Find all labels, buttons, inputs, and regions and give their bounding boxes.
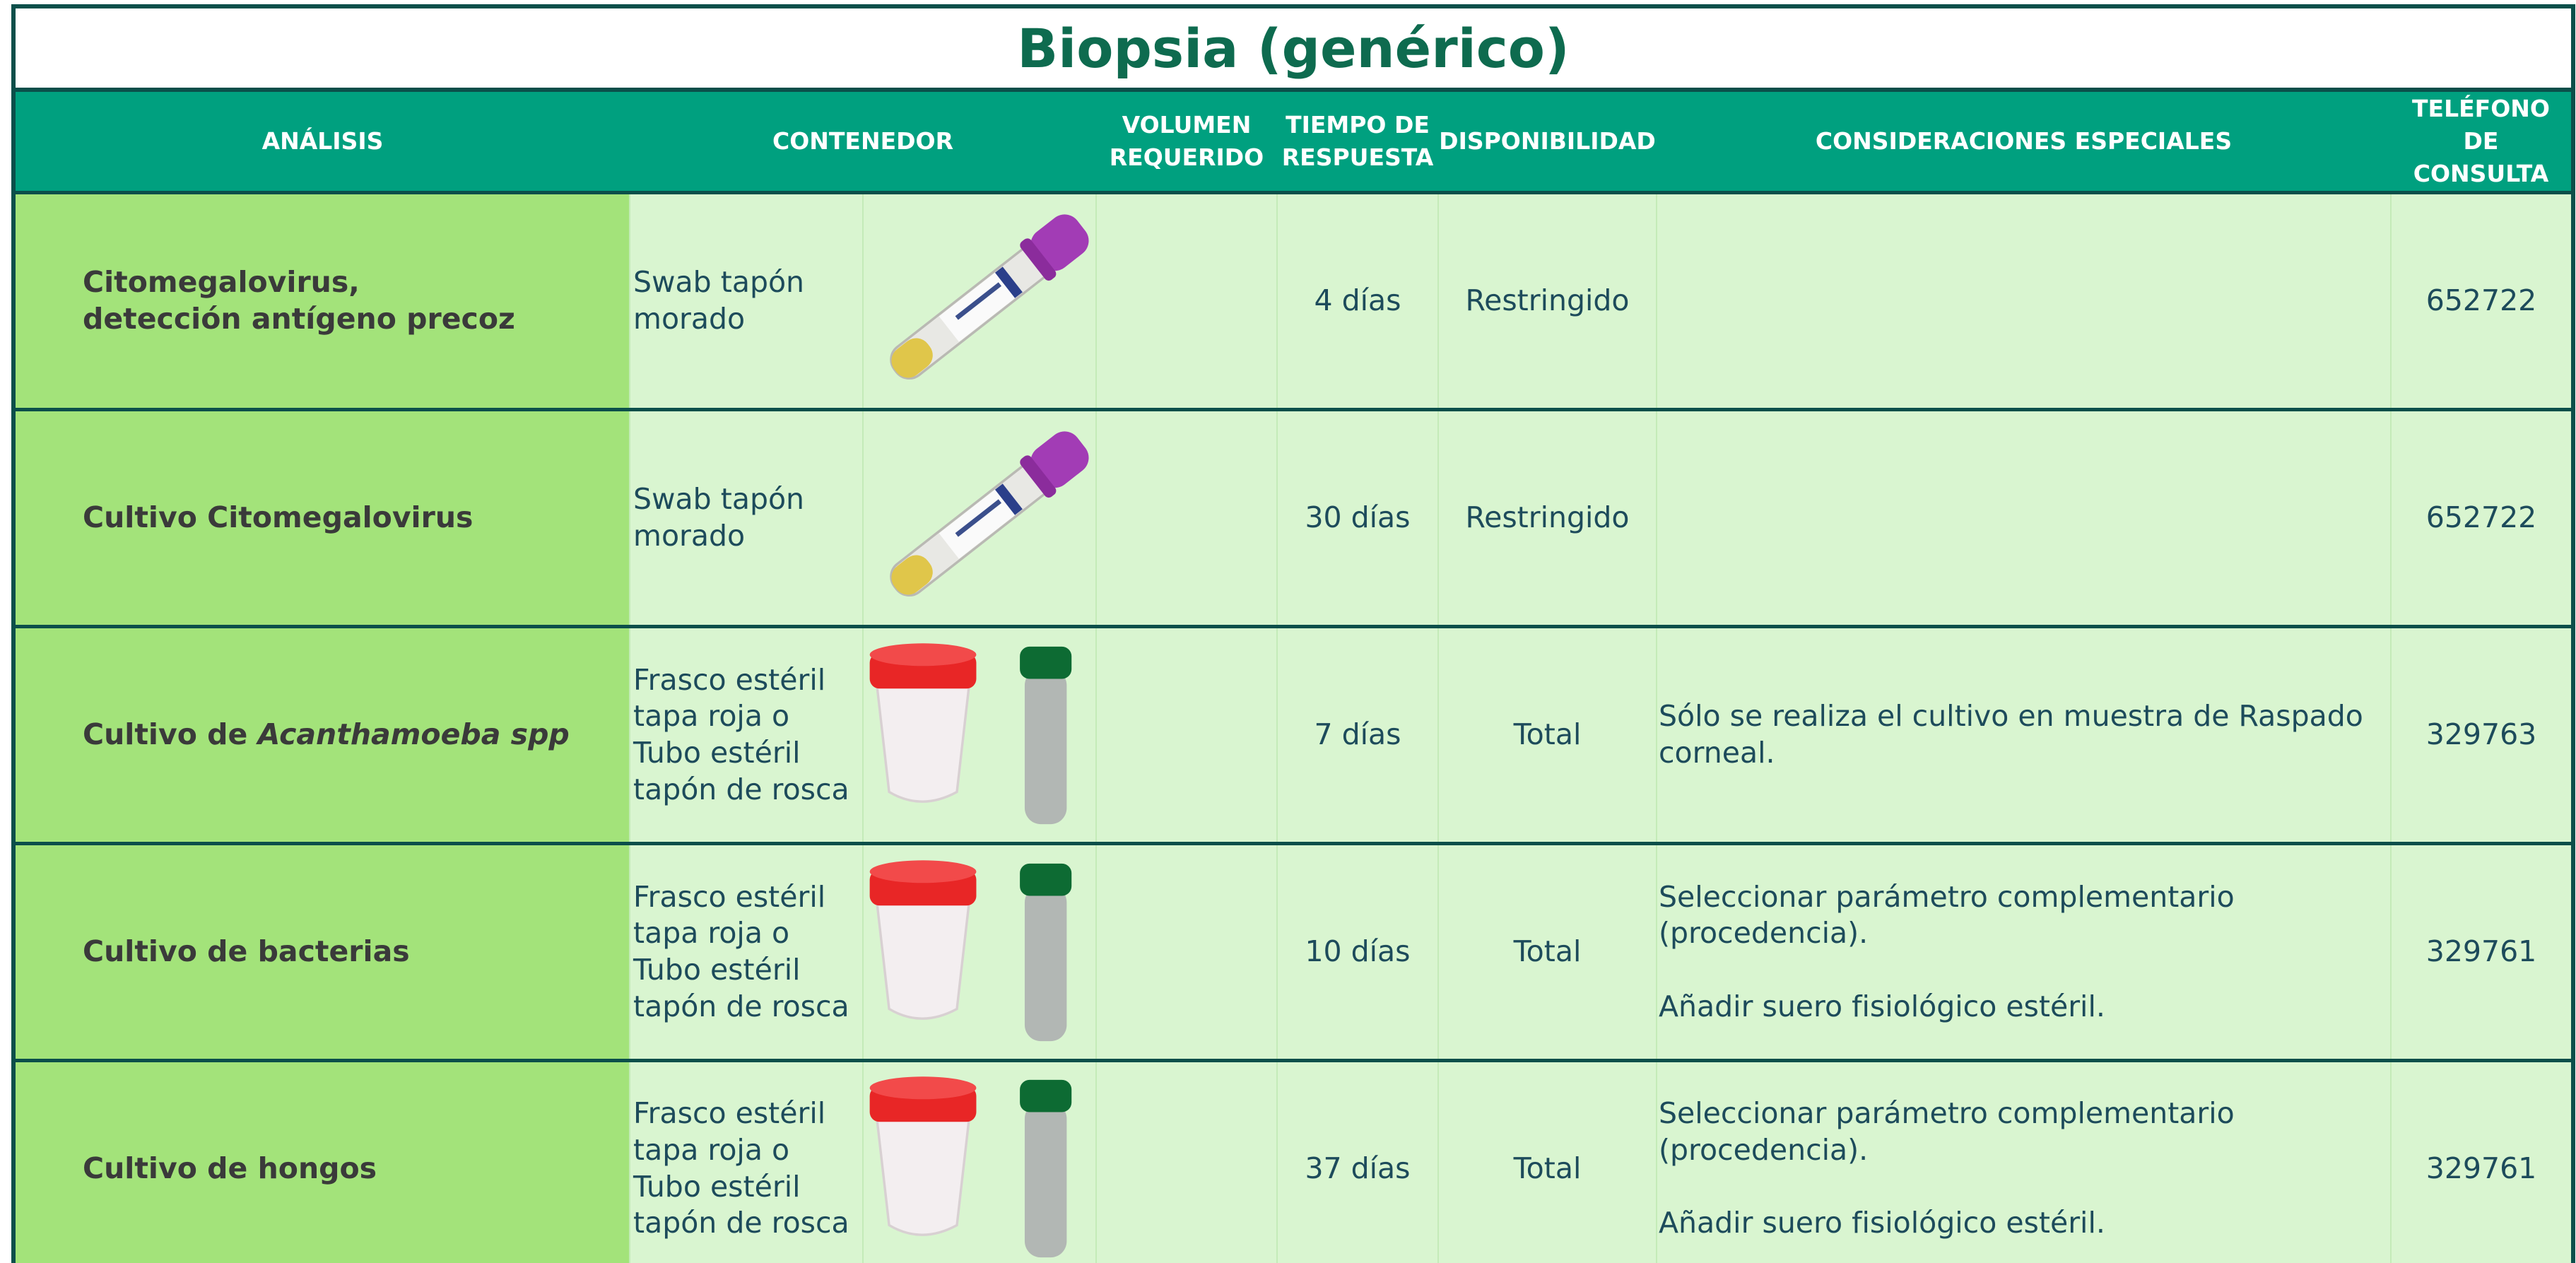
cup-tube-icon xyxy=(866,847,1093,1057)
column-header: TELÉFONO DE CONSULTA xyxy=(2391,90,2573,193)
considerations: Seleccionar parámetro complementario (pr… xyxy=(1656,1059,2391,1263)
container: Frasco estéril tapa roja o Tubo estéril … xyxy=(629,842,863,1061)
column-header: VOLUMEN REQUERIDO xyxy=(1096,90,1277,193)
analysis: Cultivo de hongos xyxy=(13,1059,630,1263)
availability: Total xyxy=(1437,1059,1657,1263)
container: Frasco estéril tapa roja o Tubo estéril … xyxy=(629,625,863,844)
container: Swab tapón morado xyxy=(629,191,863,410)
column-header: CONTENEDOR xyxy=(630,90,1096,193)
column-header: TIEMPO DE RESPUESTA xyxy=(1277,90,1438,193)
analysis-organism: Acanthamoeba spp xyxy=(257,717,570,752)
container-image xyxy=(862,842,1096,1061)
volume xyxy=(1095,191,1277,410)
container-image xyxy=(862,1059,1096,1263)
column-header: CONSIDERACIONES ESPECIALES xyxy=(1657,90,2391,193)
considerations xyxy=(1656,408,2391,627)
availability: Total xyxy=(1437,625,1657,844)
phone: 329763 xyxy=(2390,625,2573,844)
time: 30 días xyxy=(1276,408,1438,627)
container-image xyxy=(862,191,1096,410)
container: Swab tapón morado xyxy=(629,408,863,627)
container-image xyxy=(862,408,1096,627)
availability: Restringido xyxy=(1437,191,1657,410)
availability: Restringido xyxy=(1437,408,1657,627)
tests-table: Biopsia (genérico) ANÁLISIS CONTENEDOR V… xyxy=(11,4,2575,1263)
analysis: Cultivo de bacterias xyxy=(13,842,630,1061)
phone: 329761 xyxy=(2390,1059,2573,1263)
analysis-text: Cultivo de xyxy=(83,717,248,752)
analysis: Citomegalovirus, detección antígeno prec… xyxy=(13,191,630,410)
container: Frasco estéril tapa roja o Tubo estéril … xyxy=(629,1059,863,1263)
container-image xyxy=(862,625,1096,844)
page-title: Biopsia (genérico) xyxy=(13,6,2573,92)
column-header: DISPONIBILIDAD xyxy=(1438,90,1657,193)
considerations: Sólo se realiza el cultivo en muestra de… xyxy=(1656,625,2391,844)
phone: 652722 xyxy=(2390,408,2573,627)
cup-tube-icon xyxy=(866,1064,1093,1263)
considerations xyxy=(1656,191,2391,410)
swab-icon xyxy=(866,413,1093,623)
volume xyxy=(1095,842,1277,1061)
phone: 652722 xyxy=(2390,191,2573,410)
analysis: Cultivo Citomegalovirus xyxy=(13,408,630,627)
time: 4 días xyxy=(1276,191,1438,410)
time: 7 días xyxy=(1276,625,1438,844)
availability: Total xyxy=(1437,842,1657,1061)
cup-tube-icon xyxy=(866,630,1093,840)
phone: 329761 xyxy=(2390,842,2573,1061)
analysis: Cultivo de Acanthamoeba spp xyxy=(13,625,630,844)
time: 37 días xyxy=(1276,1059,1438,1263)
volume xyxy=(1095,625,1277,844)
swab-icon xyxy=(866,196,1093,406)
considerations: Seleccionar parámetro complementario (pr… xyxy=(1656,842,2391,1061)
column-header: ANÁLISIS xyxy=(13,90,630,193)
volume xyxy=(1095,1059,1277,1263)
volume xyxy=(1095,408,1277,627)
time: 10 días xyxy=(1276,842,1438,1061)
